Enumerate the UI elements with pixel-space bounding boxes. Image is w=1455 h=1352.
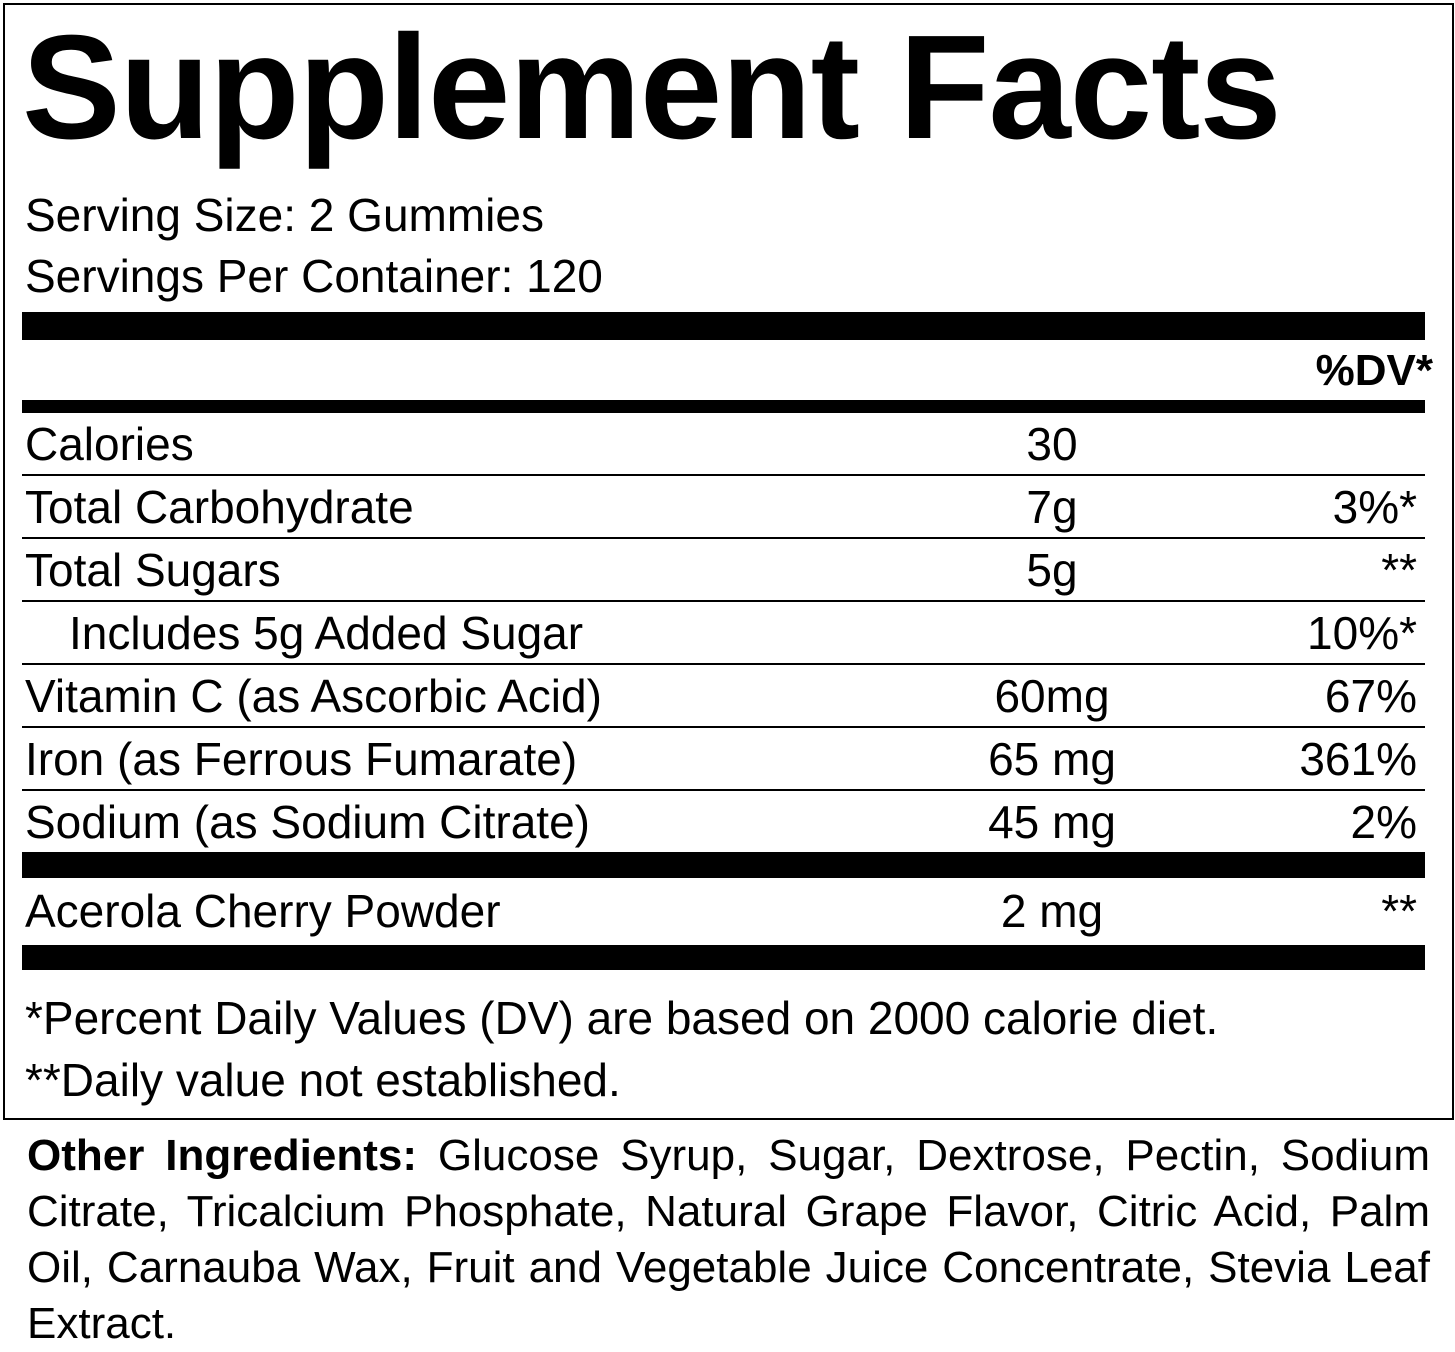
daily-value: 67% — [1324, 670, 1417, 722]
daily-value: 10%* — [1307, 607, 1417, 659]
daily-value: 361% — [1299, 733, 1417, 785]
nutrient-row: Total Carbohydrate 7g 3%* — [22, 476, 1425, 539]
nutrient-name: Vitamin C (as Ascorbic Acid) — [25, 670, 602, 722]
daily-value: ** — [1381, 544, 1417, 596]
nutrient-row: Sodium (as Sodium Citrate) 45 mg 2% — [22, 791, 1425, 854]
nutrient-name: Calories — [25, 418, 194, 470]
amount: 30 — [1026, 418, 1078, 470]
nutrient-row: Total Sugars 5g ** — [22, 539, 1425, 602]
nutrient-row: Acerola Cherry Powder 2 mg ** — [22, 880, 1425, 943]
servings-per-container: Servings Per Container: 120 — [25, 250, 603, 302]
nutrient-name: Total Sugars — [25, 544, 281, 596]
daily-value: ** — [1381, 885, 1417, 937]
nutrient-row: Calories 30 — [22, 413, 1425, 476]
serving-size: Serving Size: 2 Gummies — [25, 189, 544, 241]
thick-bar — [22, 852, 1425, 878]
ingredients-text: Glucose Syrup, Sugar, Dextrose, Pectin, … — [27, 1131, 1430, 1348]
nutrient-name: Sodium (as Sodium Citrate) — [25, 796, 590, 848]
nutrient-name: Total Carbohydrate — [25, 481, 414, 533]
nutrient-name: Includes 5g Added Sugar — [69, 607, 584, 659]
ingredients-label: Other Ingredients: — [27, 1131, 418, 1180]
nutrient-row: Includes 5g Added Sugar 10%* — [22, 602, 1425, 665]
daily-value: 2% — [1350, 796, 1417, 848]
nutrient-row: Iron (as Ferrous Fumarate) 65 mg 361% — [22, 728, 1425, 791]
facts-box — [3, 3, 1454, 1120]
amount: 7g — [1026, 481, 1078, 533]
footnote: **Daily value not established. — [25, 1054, 621, 1106]
thick-bar — [22, 945, 1425, 970]
amount: 60mg — [994, 670, 1110, 722]
nutrient-name: Iron (as Ferrous Fumarate) — [25, 733, 578, 785]
nutrient-name: Acerola Cherry Powder — [25, 885, 501, 937]
footnote: *Percent Daily Values (DV) are based on … — [25, 992, 1219, 1044]
amount: 5g — [1026, 544, 1078, 596]
daily-value: 3%* — [1332, 481, 1417, 533]
nutrient-row: Vitamin C (as Ascorbic Acid) 60mg 67% — [22, 665, 1425, 728]
thick-bar — [22, 400, 1425, 413]
ingredients: Other Ingredients: Glucose Syrup, Sugar,… — [27, 1128, 1430, 1352]
thick-bar — [22, 312, 1425, 340]
amount: 65 mg — [988, 733, 1116, 785]
amount: 2 mg — [1000, 885, 1104, 937]
title: Supplement Facts — [22, 5, 1282, 170]
dv-header: %DV* — [1315, 346, 1433, 395]
amount: 45 mg — [988, 796, 1116, 848]
